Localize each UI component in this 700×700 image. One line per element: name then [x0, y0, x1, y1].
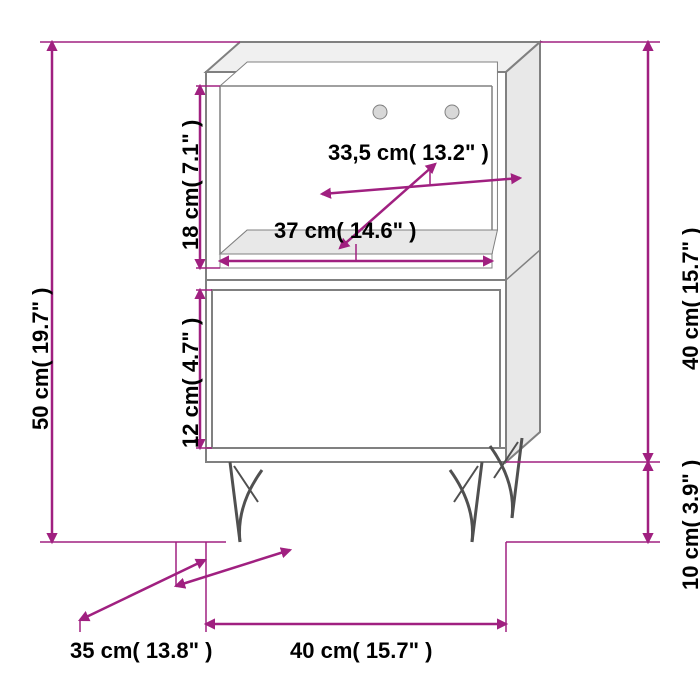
dim-body-height: 40 cm( 15.7" ): [678, 227, 700, 370]
diagram-container: 50 cm( 19.7" ) 18 cm( 7.1" ) 12 cm( 4.7"…: [0, 0, 700, 700]
dim-shelf-depth: 33,5 cm( 13.2" ): [328, 140, 489, 166]
dim-total-depth: 35 cm( 13.8" ): [70, 638, 213, 664]
dim-drawer-height: 12 cm( 4.7" ): [178, 318, 204, 448]
dim-total-width: 40 cm( 15.7" ): [290, 638, 433, 664]
dim-total-height: 50 cm( 19.7" ): [28, 287, 54, 430]
dim-leg-height: 10 cm( 3.9" ): [678, 460, 700, 590]
dim-inner-width: 37 cm( 14.6" ): [274, 218, 417, 244]
furniture-svg: [0, 0, 700, 700]
dim-opening-height: 18 cm( 7.1" ): [178, 120, 204, 250]
